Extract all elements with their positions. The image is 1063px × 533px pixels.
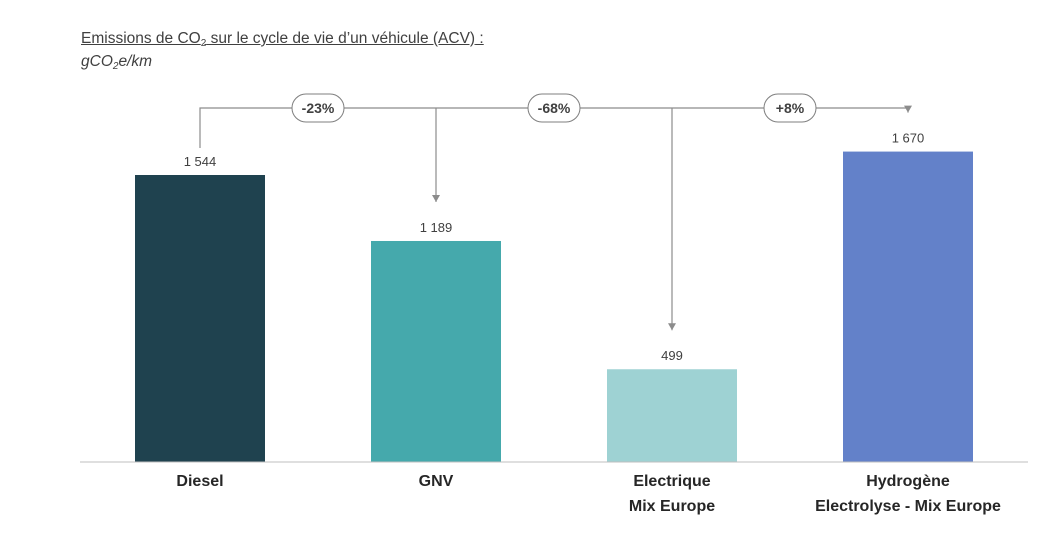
- category-label-1-0: GNV: [419, 473, 454, 490]
- bar-1: [371, 240, 501, 462]
- chart-title-subscript: 2: [200, 38, 207, 49]
- comparison-badge-0: [291, 93, 345, 123]
- comparison-label-2: +8%: [776, 100, 805, 116]
- bar-3: [843, 151, 973, 462]
- chart-unit-subscript: 2: [112, 61, 119, 72]
- data-label-3: 1 670: [892, 131, 925, 146]
- bar-0: [135, 175, 265, 462]
- chart-title-text-end: sur le cycle de vie d’un véhicule (ACV): [206, 30, 476, 47]
- chart-title: Emissions de CO2 sur le cycle de vie d’u…: [81, 29, 484, 54]
- chart-unit-text: gCO: [81, 53, 113, 70]
- data-label-2: 499: [661, 348, 683, 363]
- category-label-2-0: Electrique: [633, 473, 710, 490]
- comparison-label-0: -23%: [302, 100, 335, 116]
- data-label-1: 1 189: [420, 220, 453, 235]
- comparison-badge-2: [763, 93, 817, 123]
- category-label-3-0: Hydrogène: [866, 473, 950, 490]
- bar-2: [607, 369, 737, 462]
- comparison-label-1: -68%: [538, 100, 571, 116]
- category-label-0-0: Diesel: [176, 473, 223, 490]
- comparison-badge-1: [527, 93, 581, 123]
- chart-unit-text-end: e/km: [118, 53, 153, 70]
- data-label-0: 1 544: [184, 154, 217, 169]
- chart-unit: gCO2e/km: [81, 52, 152, 77]
- category-label-3-1: Electrolyse - Mix Europe: [815, 498, 1001, 515]
- category-label-2-1: Mix Europe: [629, 498, 715, 515]
- chart-title-text: Emissions de CO: [81, 30, 201, 47]
- chart-title-colon: :: [475, 30, 484, 47]
